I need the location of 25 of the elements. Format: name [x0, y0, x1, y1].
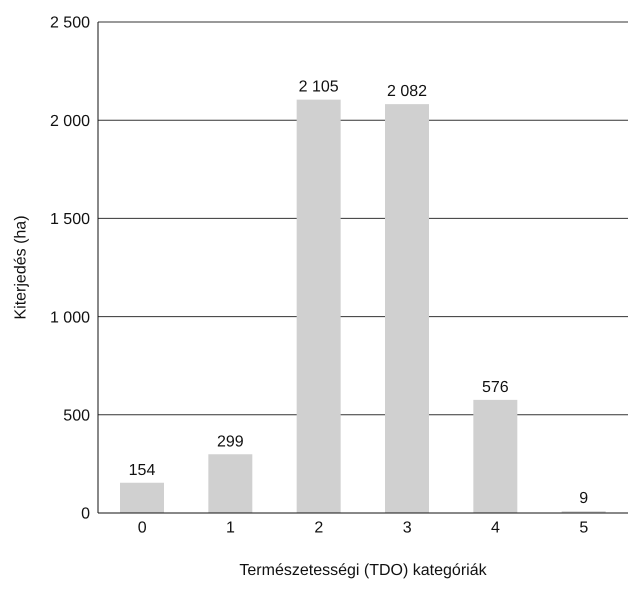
x-tick-label: 3: [402, 519, 412, 536]
data-label: 576: [482, 378, 509, 396]
data-label: 154: [128, 462, 156, 479]
x-tick-label: 0: [138, 519, 147, 536]
data-label: 299: [216, 433, 244, 450]
y-tick-label: 0: [81, 506, 90, 523]
x-tick-label: 1: [226, 519, 236, 536]
x-tick-label: 4: [491, 519, 500, 536]
x-tick-label: 5: [579, 519, 588, 536]
bar: [473, 400, 518, 513]
x-axis-title: Természetességi (TDO) kategóriák: [239, 562, 488, 579]
bar: [385, 104, 429, 513]
bar: [296, 100, 341, 513]
y-axis-title: Kiterjedés (ha): [12, 215, 30, 320]
y-tick-label: 2 000: [50, 112, 90, 130]
bar: [208, 454, 252, 513]
y-tick-label: 1 000: [50, 309, 90, 326]
x-tick-label: 2: [314, 519, 324, 536]
bar: [120, 482, 164, 513]
y-tick-label: 500: [63, 407, 90, 424]
y-tick-label: 1 500: [50, 211, 90, 228]
data-label: 2 082: [386, 83, 428, 100]
y-tick-label: 2 500: [50, 14, 90, 32]
data-label: 2 105: [298, 78, 339, 96]
data-label: 9: [579, 490, 588, 508]
